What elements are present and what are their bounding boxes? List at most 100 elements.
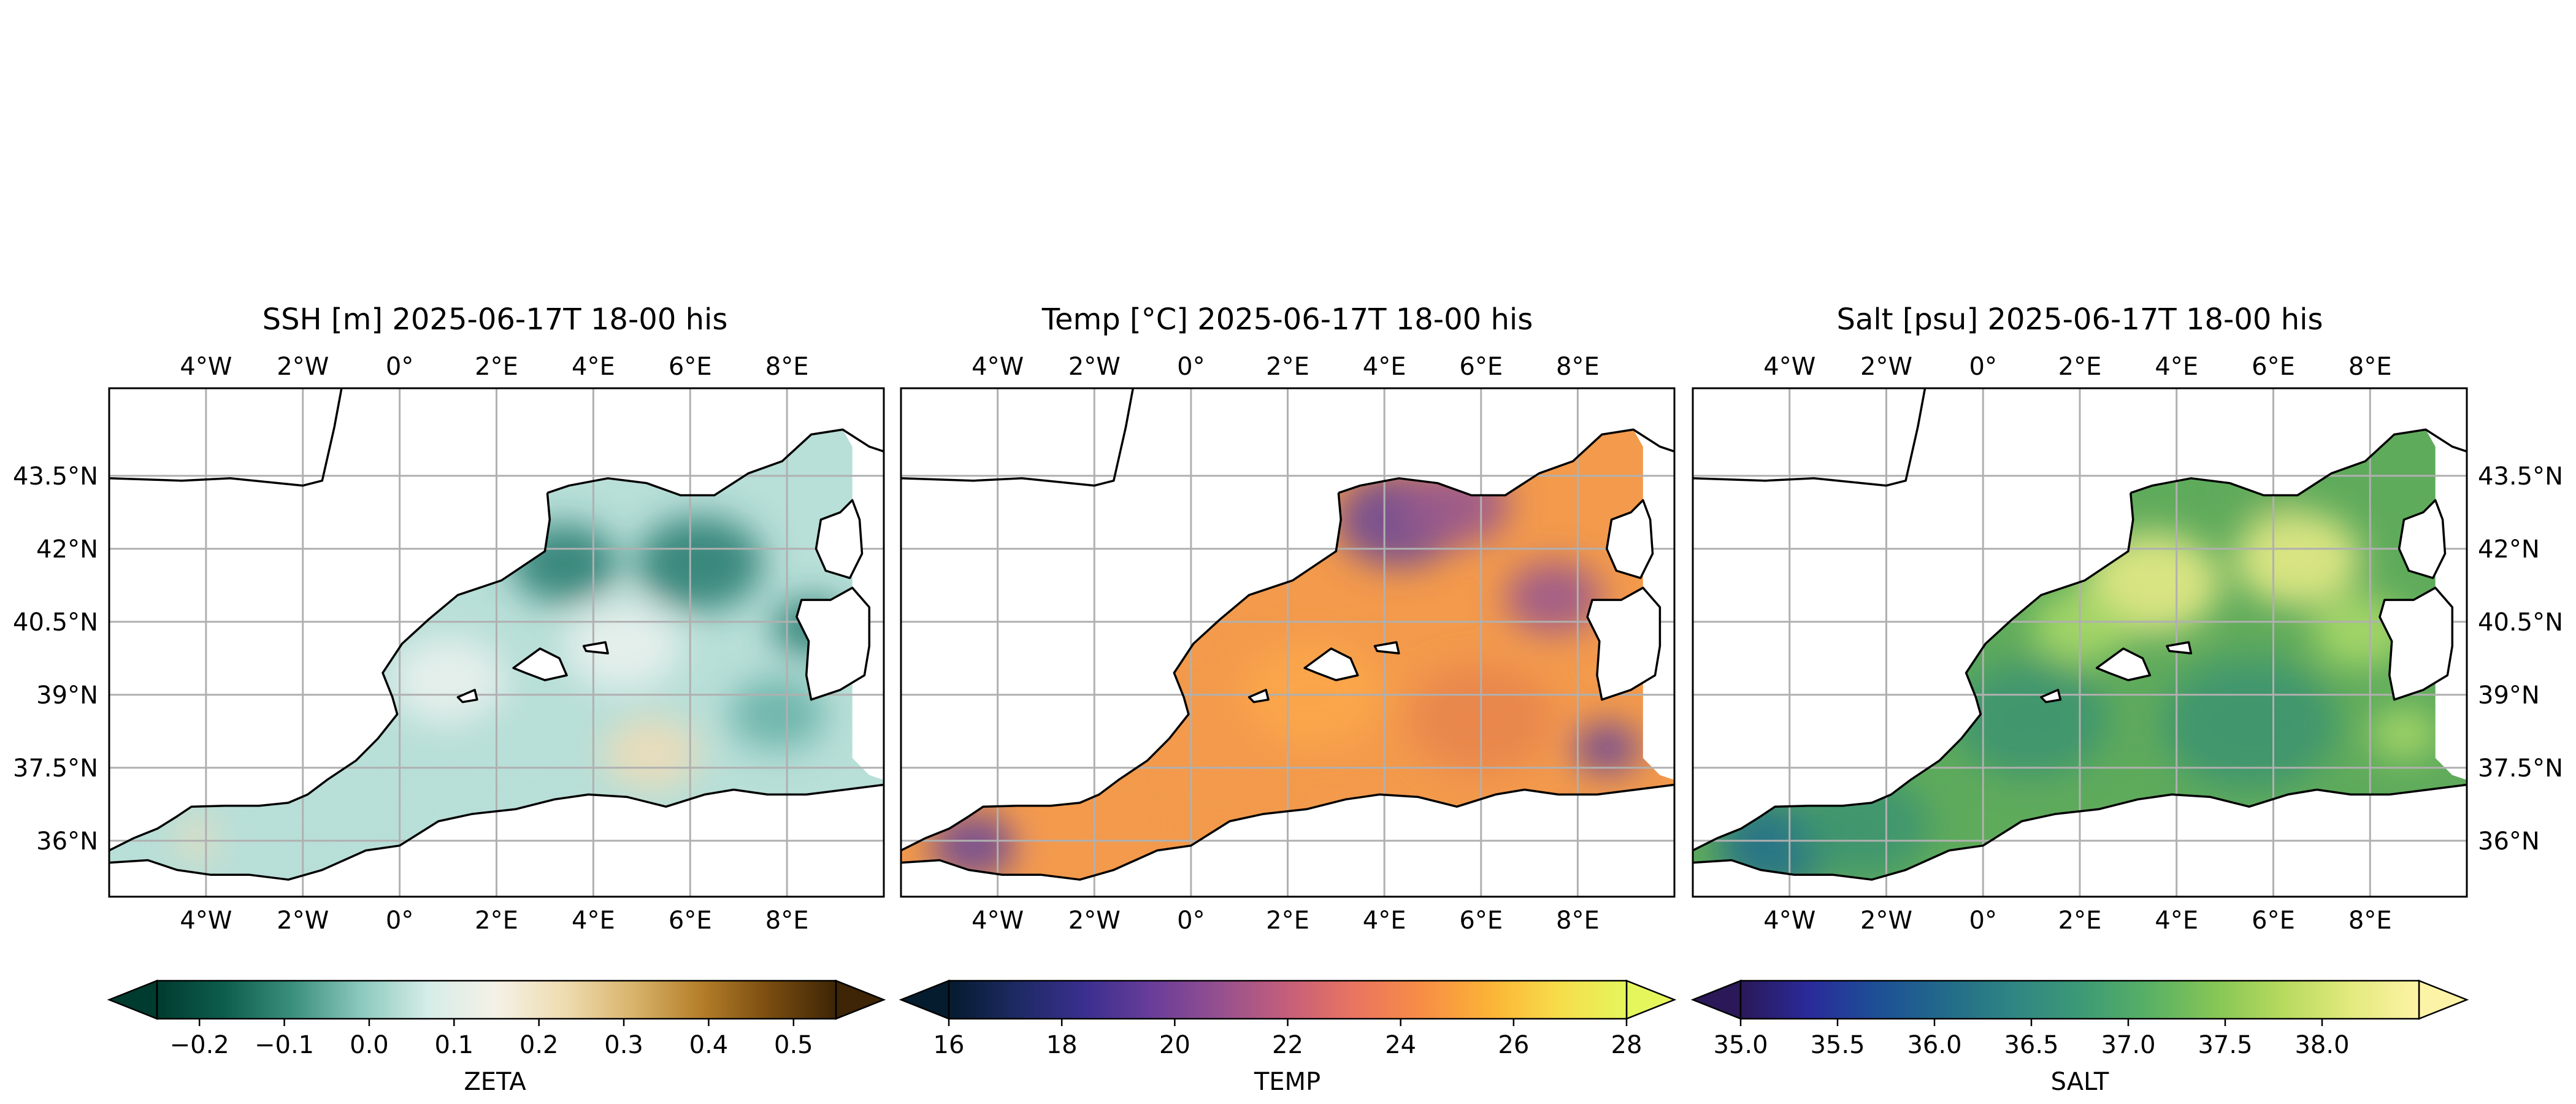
salt-frame: [1692, 387, 2468, 898]
x-tick-label: 2°W: [1068, 353, 1121, 381]
y-tick-label: 43.5°N: [13, 462, 98, 491]
temp-colorbar-label: TEMP: [1254, 1068, 1321, 1096]
y-tick-label: 40.5°N: [13, 608, 98, 637]
x-tick-label: 4°E: [572, 907, 615, 935]
colorbar-tick-label: 28: [1611, 1031, 1643, 1059]
salt-panel-title: Salt [psu] 2025-06-17T 18-00 his: [1837, 302, 2323, 337]
temp-x-ticks: 4°W 4°W 2°W 2°W 0° 0° 2°E 2°E 4°E 4°E 6°E 6°E 8°E 8°E: [972, 353, 1600, 935]
x-tick-label: 4°W: [972, 353, 1024, 381]
colorbar-tick-label: 0.4: [689, 1031, 729, 1059]
x-tick-label: 2°W: [1860, 907, 1912, 935]
colorbar-tick-label: 26: [1498, 1031, 1529, 1059]
temp-panel-title: Temp [°C] 2025-06-17T 18-00 his: [1041, 302, 1533, 337]
x-tick-label: 0°: [386, 353, 413, 381]
y-tick-label: 37.5°N: [2478, 754, 2563, 783]
colorbar-tick-label: −0.2: [170, 1031, 229, 1059]
x-tick-label: 4°W: [180, 353, 232, 381]
colorbar-tick-label: 38.0: [2294, 1031, 2349, 1059]
colorbar-tick-label: 0.2: [519, 1031, 559, 1059]
x-tick-label: 6°E: [2252, 353, 2295, 381]
x-tick-label: 2°E: [1266, 907, 1309, 935]
x-tick-label: 0°: [1177, 353, 1205, 381]
x-tick-label: 4°E: [1363, 353, 1406, 381]
x-tick-label: 8°E: [765, 907, 809, 935]
colorbar-tick-label: 0.5: [774, 1031, 813, 1059]
ssh-coastline: [109, 388, 884, 881]
salt-y-ticks: 43.5°N 42°N 40.5°N 39°N 37.5°N 36°N: [2478, 462, 2563, 856]
x-tick-label: 0°: [1969, 907, 1997, 935]
x-tick-label: 6°E: [669, 353, 712, 381]
salt-colorbar-gradient: [1739, 979, 2420, 1020]
x-tick-label: 2°E: [475, 353, 518, 381]
x-tick-label: 4°E: [2155, 353, 2198, 381]
x-tick-label: 6°E: [1459, 907, 1503, 935]
ssh-x-ticks: 4°W 4°W 2°W 2°W 0° 0° 2°E 2°E 4°E 4°E 6°E 6°E 8°E 8°E: [180, 353, 808, 935]
ssh-panel-title: SSH [m] 2025-06-17T 18-00 his: [263, 302, 728, 337]
colorbar-tick-label: 16: [933, 1031, 965, 1059]
colorbar-tick-label: 20: [1159, 1031, 1190, 1059]
x-tick-label: 4°W: [180, 907, 232, 935]
colorbar-tick-label: 0.1: [435, 1031, 474, 1059]
temp-frame: [900, 387, 1676, 898]
x-tick-label: 2°W: [277, 907, 329, 935]
x-tick-label: 8°E: [765, 353, 809, 381]
x-tick-label: 8°E: [2348, 907, 2392, 935]
ssh-gridlines: [109, 388, 884, 897]
x-tick-label: 8°E: [1556, 907, 1600, 935]
x-tick-label: 8°E: [1556, 353, 1600, 381]
ssh-colorbar-label: ZETA: [464, 1068, 526, 1096]
y-tick-label: 39°N: [36, 681, 98, 710]
y-tick-label: 36°N: [2478, 827, 2540, 856]
colorbar-tick-label: 35.5: [1810, 1031, 1865, 1059]
x-tick-label: 4°W: [1763, 907, 1815, 935]
y-tick-label: 36°N: [36, 827, 98, 856]
colorbar-tick-label: 18: [1046, 1031, 1078, 1059]
y-tick-label: 42°N: [36, 535, 98, 564]
x-tick-label: 2°E: [2058, 907, 2102, 935]
x-tick-label: 4°E: [1363, 907, 1406, 935]
ssh-colorbar-gradient: [156, 979, 837, 1020]
colorbar-tick-label: −0.1: [255, 1031, 314, 1059]
ssh-frame: [108, 387, 885, 898]
y-tick-label: 42°N: [2478, 535, 2540, 564]
x-tick-label: 2°W: [1860, 353, 1912, 381]
salt-colorbar-label: SALT: [2051, 1068, 2109, 1096]
salt-coastline: [1693, 388, 2467, 881]
ssh-y-ticks: 43.5°N 42°N 40.5°N 39°N 37.5°N 36°N: [13, 462, 98, 856]
colorbar-tick-label: 35.0: [1713, 1031, 1768, 1059]
ssh-colorbar: −0.2 −0.1 0.0 0.1 0.2 0.3 0.4 0.5: [107, 979, 886, 1059]
salt-colorbar: 35.0 35.5 36.0 36.5 37.0 37.5 38.0: [1690, 979, 2469, 1059]
y-tick-label: 37.5°N: [13, 754, 98, 783]
y-tick-label: 39°N: [2478, 681, 2540, 710]
x-tick-label: 2°W: [277, 353, 329, 381]
colorbar-tick-label: 0.3: [604, 1031, 643, 1059]
y-tick-label: 43.5°N: [2478, 462, 2563, 491]
x-tick-label: 6°E: [669, 907, 712, 935]
x-tick-label: 8°E: [2348, 353, 2392, 381]
x-tick-label: 6°E: [1459, 353, 1503, 381]
x-tick-label: 4°E: [572, 353, 615, 381]
salt-x-ticks: 4°W 4°W 2°W 2°W 0° 0° 2°E 2°E 4°E 4°E 6°E 6°E 8°E 8°E: [1763, 353, 2391, 935]
salt-gridlines: [1693, 388, 2467, 897]
x-tick-label: 2°W: [1068, 907, 1121, 935]
colorbar-tick-label: 37.5: [2198, 1031, 2252, 1059]
x-tick-label: 0°: [1177, 907, 1205, 935]
colorbar-tick-label: 22: [1272, 1031, 1303, 1059]
colorbar-tick-label: 37.0: [2101, 1031, 2155, 1059]
x-tick-label: 2°E: [2058, 353, 2102, 381]
temp-colorbar-gradient: [948, 979, 1628, 1020]
x-tick-label: 4°E: [2155, 907, 2198, 935]
x-tick-label: 2°E: [1266, 353, 1309, 381]
colorbar-tick-label: 36.5: [2004, 1031, 2058, 1059]
colorbar-tick-label: 24: [1385, 1031, 1416, 1059]
x-tick-label: 0°: [1969, 353, 1997, 381]
colorbar-tick-label: 36.0: [1907, 1031, 1961, 1059]
x-tick-label: 2°E: [475, 907, 518, 935]
temp-colorbar: 16 18 20 22 24 26 28: [899, 979, 1677, 1059]
x-tick-label: 6°E: [2252, 907, 2295, 935]
x-tick-label: 0°: [386, 907, 413, 935]
x-tick-label: 4°W: [1763, 353, 1815, 381]
colorbar-tick-label: 0.0: [350, 1031, 389, 1059]
x-tick-label: 4°W: [972, 907, 1024, 935]
